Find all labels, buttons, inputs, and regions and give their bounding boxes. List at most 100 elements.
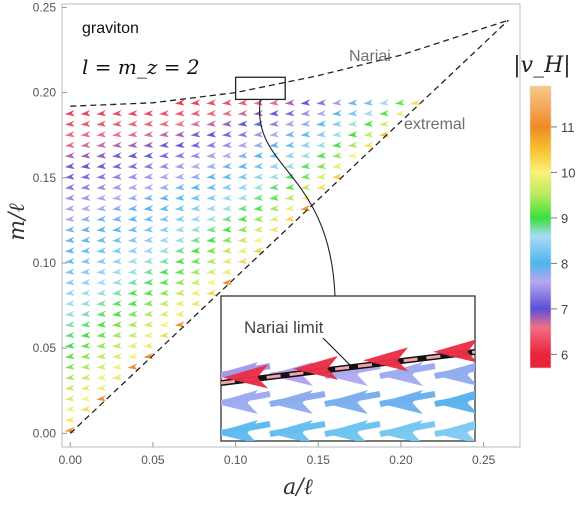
vector-arrow-164: [159, 321, 169, 328]
vector-arrow-317: [284, 120, 295, 127]
vector-arrow-21: [64, 204, 75, 212]
x-axis-label: a/ℓ: [283, 475, 314, 500]
vector-arrow-209: [190, 278, 201, 286]
vector-arrow-286: [253, 183, 264, 191]
vector-arrow-9: [64, 331, 75, 339]
vector-arrow-110: [111, 141, 122, 148]
vector-arrow-297: [268, 204, 279, 212]
x-tick-label-0: 0.00: [59, 453, 83, 467]
vector-arrow-143: [143, 310, 154, 317]
vector-arrow-80: [96, 183, 107, 191]
vector-arrow-61: [96, 384, 107, 391]
chart-title: graviton: [82, 20, 139, 37]
vector-arrow-254: [221, 194, 232, 201]
vector-arrow-337: [316, 120, 326, 127]
zoom-connector: [258, 99, 336, 297]
inset-arrow-16: [293, 355, 338, 380]
inset-label-pointer: [322, 337, 351, 366]
vector-arrow-200: [174, 162, 185, 170]
vector-arrow-205: [174, 109, 185, 117]
vector-arrow-112: [111, 120, 122, 127]
vector-arrow-187: [174, 299, 185, 307]
vector-arrow-221: [190, 152, 201, 159]
vector-arrow-310: [284, 194, 295, 201]
vector-arrow-217: [190, 194, 201, 201]
vector-arrow-120: [127, 299, 138, 307]
vector-arrow-311: [284, 183, 295, 191]
vector-arrow-149: [143, 247, 154, 254]
vector-arrow-171: [159, 247, 169, 254]
vector-arrow-115: [127, 352, 138, 360]
vector-arrow-276: [237, 130, 248, 138]
vector-arrow-206: [174, 99, 185, 106]
vector-arrow-2: [64, 405, 75, 413]
vector-arrow-235: [206, 204, 217, 212]
vector-arrow-233: [206, 226, 217, 233]
inset-arrow-17: [363, 347, 408, 372]
vector-arrow-208: [190, 289, 201, 296]
vector-arrow-77: [96, 215, 107, 222]
vector-arrow-39: [80, 321, 91, 328]
vector-arrow-7: [64, 352, 75, 360]
vector-arrow-159: [143, 141, 154, 148]
vector-arrow-74: [96, 247, 107, 254]
x-tick-label-4: 0.20: [389, 453, 413, 467]
vector-arrow-191: [174, 257, 185, 265]
vector-arrow-26: [64, 152, 75, 159]
vector-arrow-135: [127, 141, 138, 148]
vector-arrow-68: [96, 310, 107, 317]
inset-shaft-7: [269, 391, 326, 407]
vector-arrow-71: [96, 278, 107, 286]
vector-arrow-242: [206, 130, 217, 138]
vector-arrow-225: [190, 109, 201, 117]
vector-arrow-18: [64, 236, 75, 244]
vector-arrow-66: [96, 331, 107, 339]
inset-shaft-3: [324, 421, 381, 437]
x-tick-label-2: 0.10: [224, 453, 248, 467]
vector-arrow-216: [190, 204, 201, 212]
vector-arrow-228: [206, 278, 217, 286]
vector-arrow-15: [64, 268, 75, 275]
colorbar-gradient: [529, 85, 552, 369]
vector-arrow-72: [96, 268, 107, 275]
extremal-curve: [69, 19, 509, 434]
vector-arrow-117: [127, 331, 138, 339]
vector-arrow-259: [221, 141, 232, 148]
vector-arrow-32: [80, 395, 91, 402]
vector-arrow-163: [159, 331, 169, 339]
vector-arrow-195: [174, 215, 185, 222]
vector-arrow-252: [221, 215, 232, 222]
vector-arrow-169: [159, 268, 169, 275]
vector-arrow-125: [127, 247, 138, 254]
vector-arrow-305: [268, 120, 279, 127]
vector-arrow-150: [143, 236, 154, 244]
vector-arrow-322: [300, 183, 311, 191]
vector-arrow-338: [316, 109, 326, 117]
vector-arrow-364: [394, 99, 405, 106]
vector-arrow-220: [190, 162, 201, 170]
vector-arrow-295: [268, 226, 279, 233]
extremal-annotation: extremal: [404, 116, 465, 133]
vector-arrow-339: [316, 99, 326, 106]
vector-arrow-327: [300, 130, 311, 138]
vector-arrow-288: [253, 162, 264, 170]
vector-arrow-79: [96, 194, 107, 201]
vector-arrow-175: [159, 204, 169, 212]
vector-arrow-140: [143, 342, 154, 349]
vector-arrow-237: [206, 183, 217, 191]
vector-arrow-86: [96, 120, 107, 127]
vector-arrow-75: [96, 236, 107, 244]
vector-arrow-328: [300, 120, 311, 127]
vector-arrow-168: [159, 278, 169, 286]
vector-arrow-56: [80, 141, 91, 148]
vector-arrow-256: [221, 173, 232, 180]
vector-arrow-30: [64, 109, 75, 117]
vector-arrow-97: [111, 278, 122, 286]
vector-arrow-167: [159, 289, 169, 296]
vector-arrow-354: [363, 141, 374, 148]
vector-arrow-346: [331, 109, 342, 117]
vector-arrow-133: [127, 162, 138, 170]
vector-arrow-270: [237, 194, 248, 201]
vector-arrow-212: [190, 247, 201, 254]
vector-arrow-64: [96, 352, 107, 360]
